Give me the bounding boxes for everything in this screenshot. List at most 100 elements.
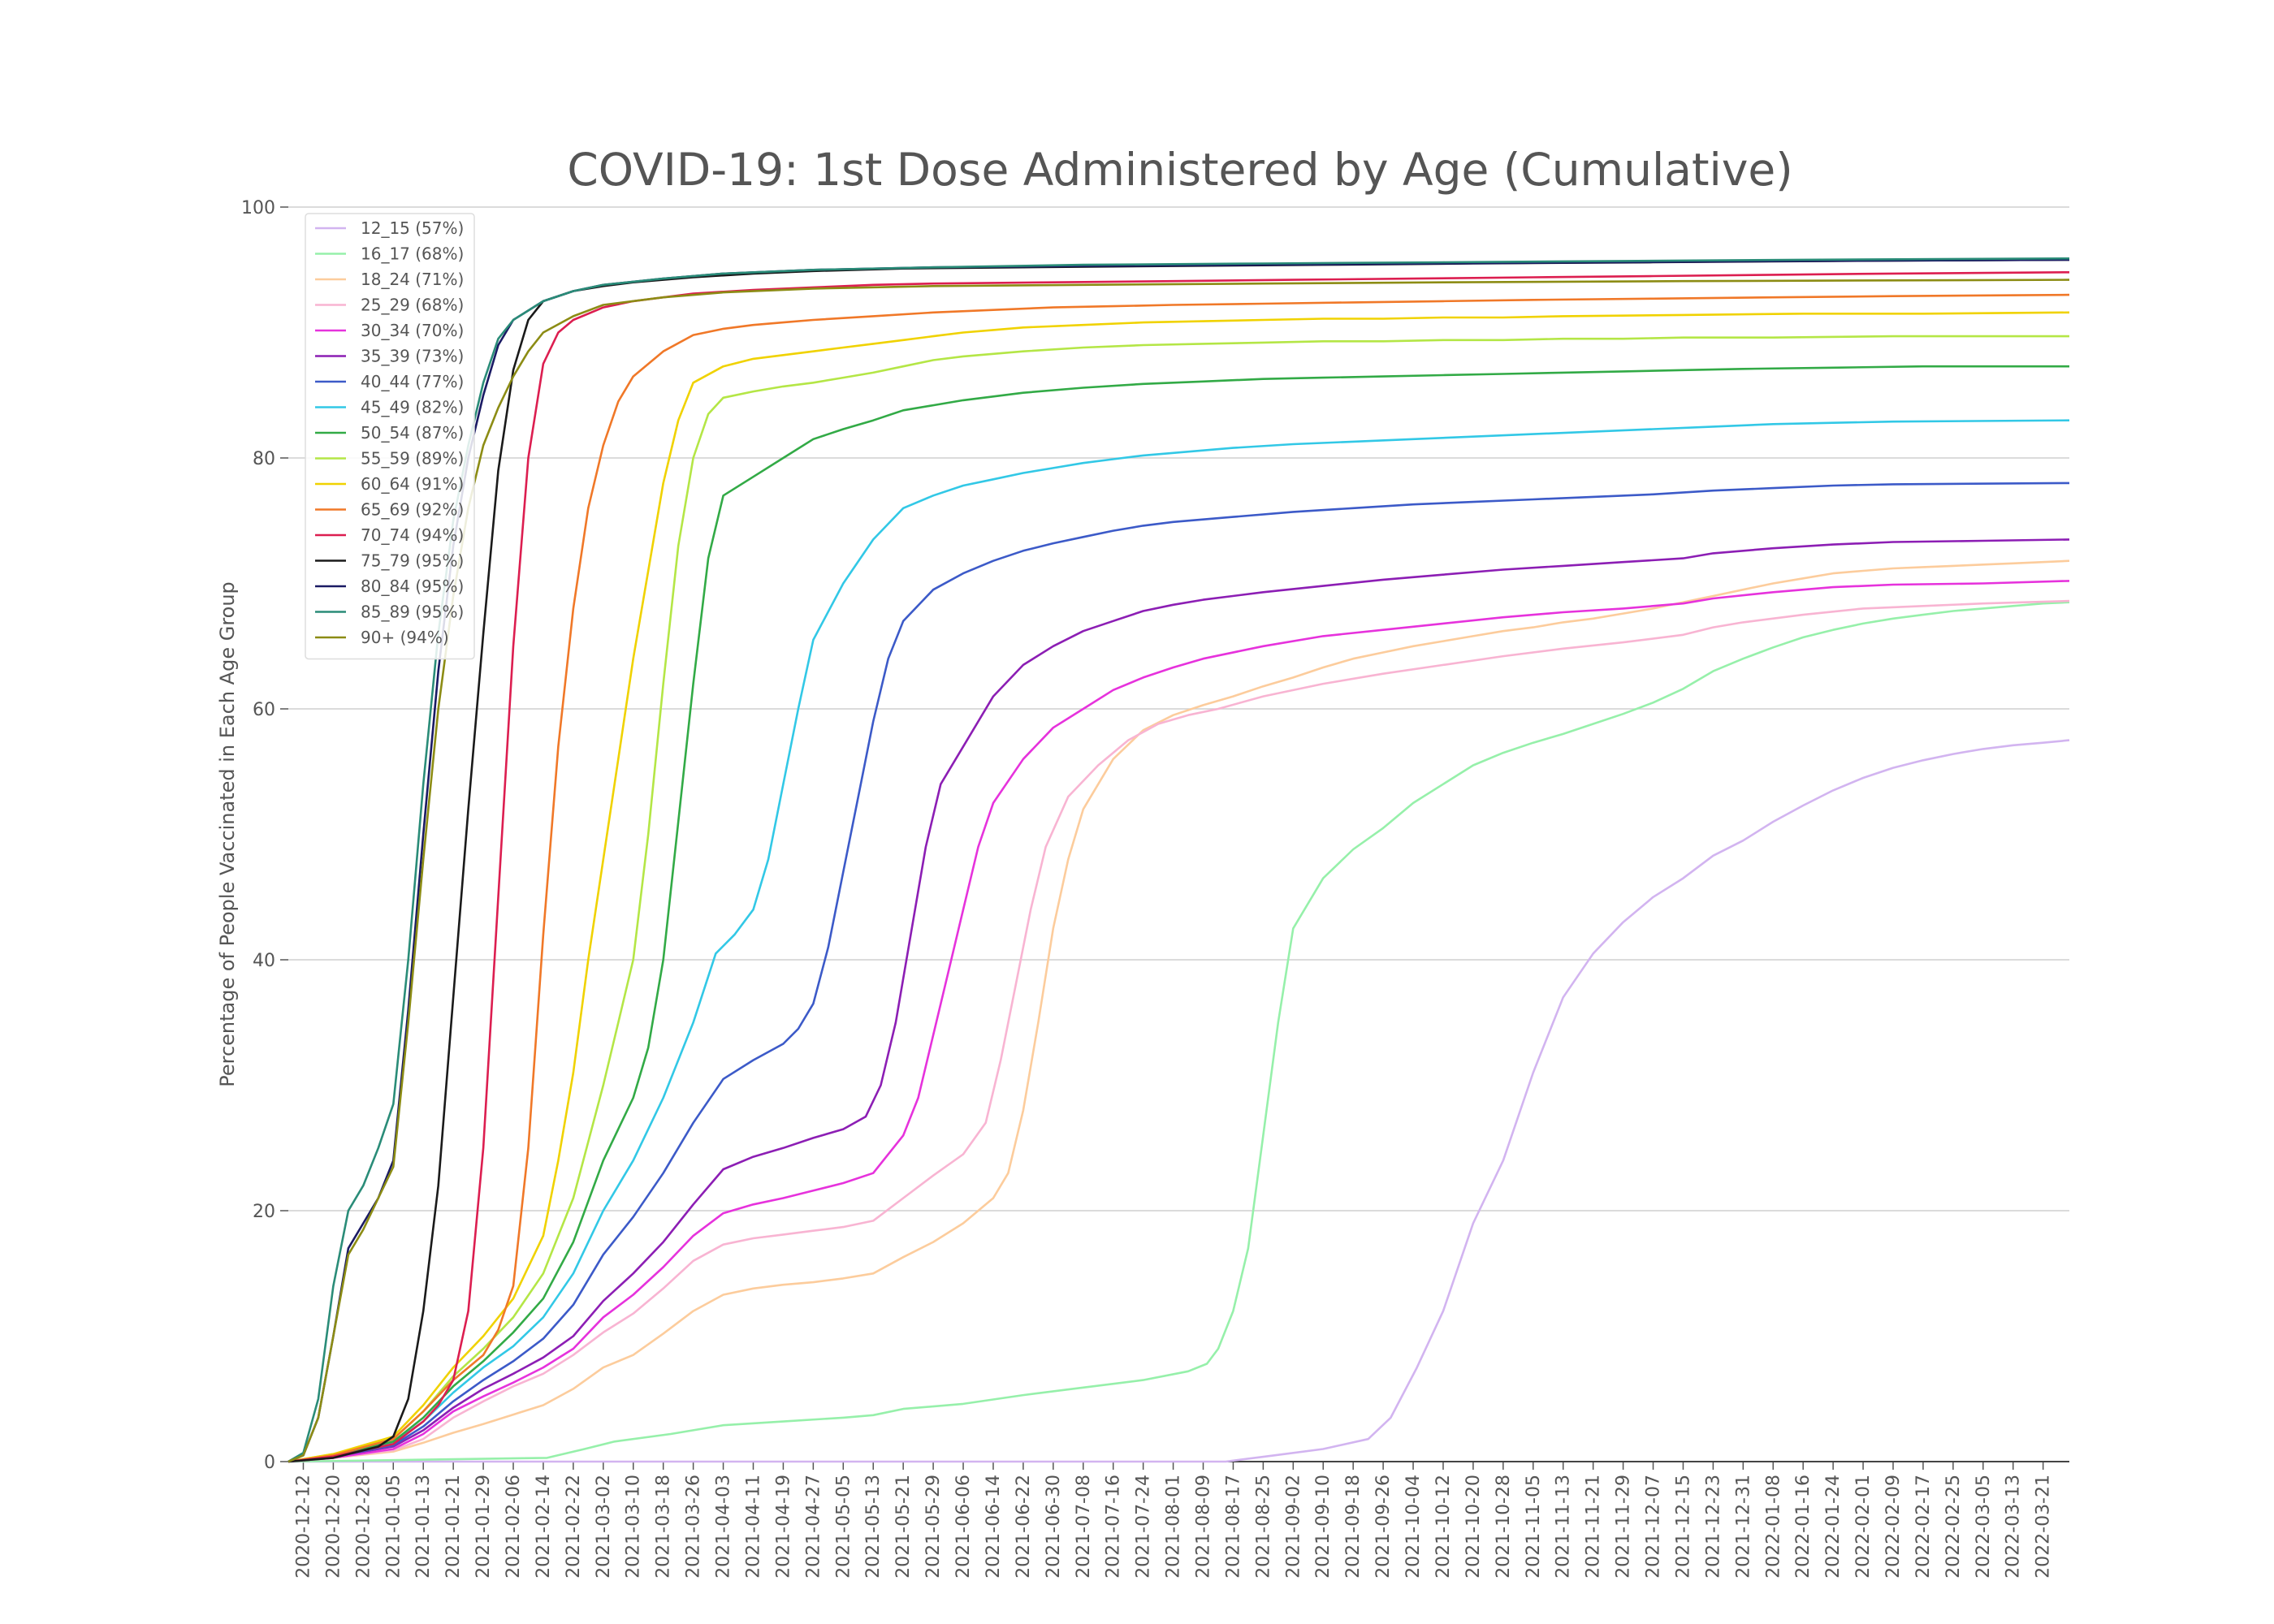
- x-tick-label: 2022-02-25: [1943, 1475, 1964, 1579]
- legend-entry-label: 85_89 (95%): [361, 603, 464, 622]
- x-tick-label: 2021-10-04: [1403, 1475, 1424, 1579]
- x-tick-label: 2021-11-21: [1584, 1475, 1604, 1579]
- legend-entry-label: 70_74 (94%): [361, 525, 464, 545]
- x-tick-label: 2021-05-13: [863, 1475, 884, 1579]
- y-tick-label: 0: [264, 1453, 275, 1473]
- legend-entry-label: 16_17 (68%): [361, 244, 464, 264]
- legend-entry-label: 75_79 (95%): [361, 551, 464, 571]
- series-line-5: [287, 538, 2070, 1463]
- y-tick-label: 100: [241, 198, 275, 218]
- x-tick-label: 2021-01-21: [443, 1475, 464, 1579]
- legend-entry-label: 35_39 (73%): [361, 347, 464, 366]
- legend-entry-label: 45_49 (82%): [361, 398, 464, 417]
- x-tick-label: 2021-08-01: [1164, 1475, 1184, 1579]
- series-line-3: [287, 599, 2070, 1463]
- x-tick-label: 2022-02-09: [1883, 1475, 1904, 1579]
- x-tick-label: 2021-11-13: [1554, 1475, 1574, 1579]
- series-line-16: [287, 279, 2070, 1463]
- x-tick-label: 2021-12-23: [1703, 1475, 1723, 1579]
- series-line-7: [287, 419, 2070, 1463]
- x-tick-label: 2021-10-20: [1463, 1475, 1484, 1579]
- series-line-6: [287, 482, 2070, 1463]
- x-tick-label: 2021-09-10: [1313, 1475, 1334, 1579]
- y-tick-label: 80: [253, 449, 275, 469]
- x-tick-label: 2022-02-17: [1913, 1475, 1934, 1579]
- y-tick-label: 20: [253, 1202, 275, 1222]
- x-tick-label: 2021-11-05: [1524, 1475, 1544, 1579]
- series-line-12: [287, 271, 2070, 1463]
- gridlines: [288, 206, 2069, 1212]
- x-tick-label: 2021-08-09: [1194, 1475, 1214, 1579]
- y-axis-ticks: 0 20 40 60 80 100: [241, 198, 288, 1473]
- legend-entry-label: 80_84 (95%): [361, 577, 464, 596]
- x-tick-label: 2021-11-29: [1614, 1475, 1634, 1579]
- x-tick-label: 2021-05-29: [923, 1475, 944, 1579]
- series-line-8: [287, 365, 2069, 1463]
- series-line-0: [288, 739, 2070, 1463]
- x-tick-label: 2021-01-05: [383, 1475, 404, 1579]
- x-tick-label: 2022-01-24: [1823, 1475, 1844, 1579]
- legend-entry-label: 60_64 (91%): [361, 474, 464, 494]
- x-tick-label: 2021-05-21: [893, 1475, 914, 1579]
- x-tick-label: 2021-03-26: [684, 1475, 704, 1579]
- x-tick-label: 2021-05-05: [833, 1475, 854, 1579]
- legend-entry-label: 90+ (94%): [361, 628, 449, 647]
- x-tick-label: 2021-01-13: [413, 1475, 434, 1579]
- x-tick-label: 2021-04-19: [773, 1475, 793, 1579]
- x-tick-label: 2022-02-01: [1853, 1475, 1874, 1579]
- x-tick-label: 2022-03-21: [2034, 1475, 2054, 1579]
- x-tick-label: 2020-12-28: [353, 1475, 374, 1579]
- x-tick-label: 2020-12-20: [323, 1475, 344, 1579]
- series-line-11: [287, 293, 2070, 1463]
- x-tick-label: 2022-03-05: [1974, 1475, 1994, 1579]
- legend-entry-label: 65_69 (92%): [361, 500, 464, 520]
- x-tick-label: 2021-04-03: [714, 1475, 734, 1579]
- x-tick-label: 2021-06-30: [1044, 1475, 1064, 1579]
- x-tick-label: 2021-03-18: [654, 1475, 674, 1579]
- x-tick-label: 2021-03-10: [624, 1475, 644, 1579]
- x-tick-label: 2021-01-29: [473, 1475, 494, 1579]
- x-tick-label: 2021-12-31: [1733, 1475, 1753, 1579]
- legend-entry-label: 18_24 (71%): [361, 270, 464, 289]
- series-line-4: [287, 580, 2070, 1463]
- series-line-14: [287, 258, 2070, 1463]
- series-line-9: [287, 335, 2069, 1463]
- series-line-15: [287, 257, 2070, 1463]
- x-tick-label: 2021-03-02: [594, 1475, 614, 1579]
- x-tick-label: 2021-09-18: [1343, 1475, 1364, 1579]
- x-tick-label: 2021-07-24: [1134, 1475, 1154, 1579]
- x-tick-label: 2021-02-22: [564, 1475, 584, 1579]
- x-tick-label: 2021-06-06: [953, 1475, 974, 1579]
- legend-box: [305, 213, 475, 660]
- series-line-2: [287, 559, 2070, 1463]
- x-tick-label: 2021-08-17: [1223, 1475, 1243, 1579]
- x-tick-label: 2020-12-12: [293, 1475, 313, 1579]
- x-tick-label: 2022-03-13: [2004, 1475, 2024, 1579]
- legend-entry-label: 12_15 (57%): [361, 218, 464, 238]
- series-line-13: [287, 258, 2070, 1463]
- y-axis-label: Percentage of People Vaccinated in Each …: [216, 581, 239, 1087]
- legend-entry-label: 30_34 (70%): [361, 321, 464, 340]
- x-tick-label: 2021-04-27: [803, 1475, 824, 1579]
- x-tick-label: 2021-10-28: [1494, 1475, 1514, 1579]
- x-tick-label: 2021-10-12: [1433, 1475, 1454, 1579]
- x-tick-label: 2021-12-07: [1644, 1475, 1664, 1579]
- series-line-1: [287, 601, 2070, 1463]
- x-tick-label: 2022-01-16: [1793, 1475, 1814, 1579]
- series-line-10: [287, 311, 2070, 1463]
- x-tick-label: 2021-08-25: [1253, 1475, 1273, 1579]
- y-tick-label: 60: [253, 700, 275, 720]
- x-tick-label: 2021-02-14: [534, 1475, 554, 1579]
- legend-entry-label: 50_54 (87%): [361, 423, 464, 443]
- x-axis-ticks: 2020-12-12 2020-12-20 2020-12-28 2021-01-05…: [293, 1462, 2054, 1579]
- legend-entry-label: 25_29 (68%): [361, 296, 464, 315]
- legend-entry-label: 40_44 (77%): [361, 372, 464, 391]
- x-tick-label: 2021-04-11: [743, 1475, 763, 1579]
- x-tick-label: 2022-01-08: [1763, 1475, 1783, 1579]
- x-tick-label: 2021-09-02: [1283, 1475, 1303, 1579]
- x-tick-label: 2021-06-14: [984, 1475, 1004, 1579]
- legend: 12_15 (57%) 16_17 (68%) 18_24 (71%) 25_29 (…: [305, 213, 475, 660]
- series-lines: [287, 257, 2070, 1463]
- legend-entry-label: 55_59 (89%): [361, 449, 464, 469]
